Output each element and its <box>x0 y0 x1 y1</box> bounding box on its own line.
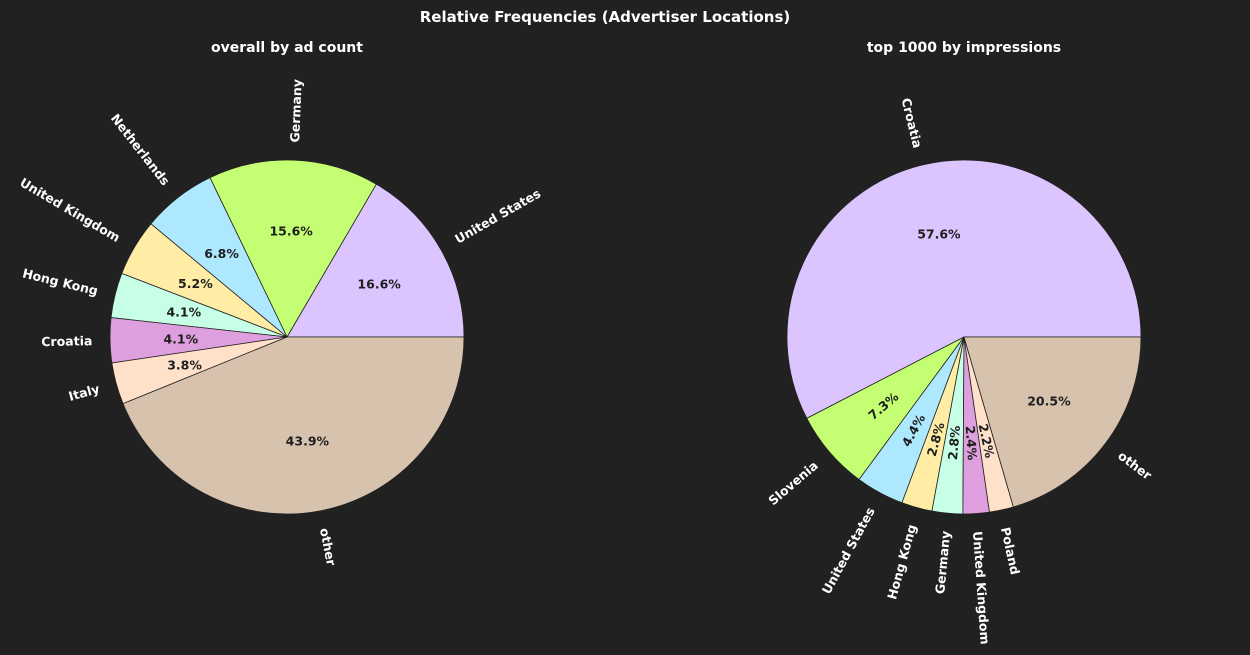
pie-value-label: 2.4% <box>963 425 980 461</box>
pie-value-label: 20.5% <box>1027 393 1071 408</box>
pie-category-label: other <box>1115 448 1155 483</box>
pie-value-label: 6.8% <box>204 246 239 261</box>
pie-value-label: 4.1% <box>163 331 198 346</box>
pie-chart-overall: overall by ad count 16.6% United States 15… <box>17 40 543 568</box>
pie-category-label: Germany <box>287 79 304 143</box>
pie-value-label: 2.8% <box>945 424 963 460</box>
pie-category-label: other <box>317 527 339 568</box>
pie-slice-germany <box>209 159 377 338</box>
pie-category-label: United Kingdom <box>17 175 122 245</box>
pie-category-label: Hong Kong <box>884 523 919 601</box>
pie-category-label: United States <box>819 505 878 597</box>
pie-slice-other <box>122 336 465 515</box>
pie-slice-other <box>963 336 1142 508</box>
pie-value-label: 15.6% <box>269 223 313 238</box>
figure-title: Relative Frequencies (Advertiser Locatio… <box>420 8 791 26</box>
pie-value-label: 57.6% <box>917 226 961 241</box>
pie-category-label: United Kingdom <box>970 531 993 645</box>
pie-category-label: Hong Kong <box>21 265 100 298</box>
pie-category-label: Italy <box>67 381 101 404</box>
pie-value-label: 5.2% <box>178 276 213 291</box>
pie-chart-top-1000: top 1000 by impressions 57.6%Croatia7.3%… <box>765 40 1155 645</box>
pie-value-label: 4.1% <box>166 304 201 319</box>
pie-category-label: Poland <box>998 526 1023 576</box>
pie-category-label: Netherlands <box>108 111 173 188</box>
pie-category-label: Croatia <box>899 96 926 149</box>
pie-category-label: Germany <box>932 530 953 595</box>
pie-category-label: United States <box>452 186 543 247</box>
pie-slice-croatia <box>786 159 1142 419</box>
pie-title: top 1000 by impressions <box>867 40 1061 56</box>
pie-category-label: Croatia <box>41 333 92 349</box>
pie-value-label: 16.6% <box>357 277 401 292</box>
pie-value-label: 43.9% <box>286 434 330 449</box>
pie-category-label: Slovenia <box>765 458 820 508</box>
pie-slice-united-states <box>286 183 465 338</box>
pie-title: overall by ad count <box>211 40 363 56</box>
pie-value-label: 3.8% <box>167 357 202 372</box>
